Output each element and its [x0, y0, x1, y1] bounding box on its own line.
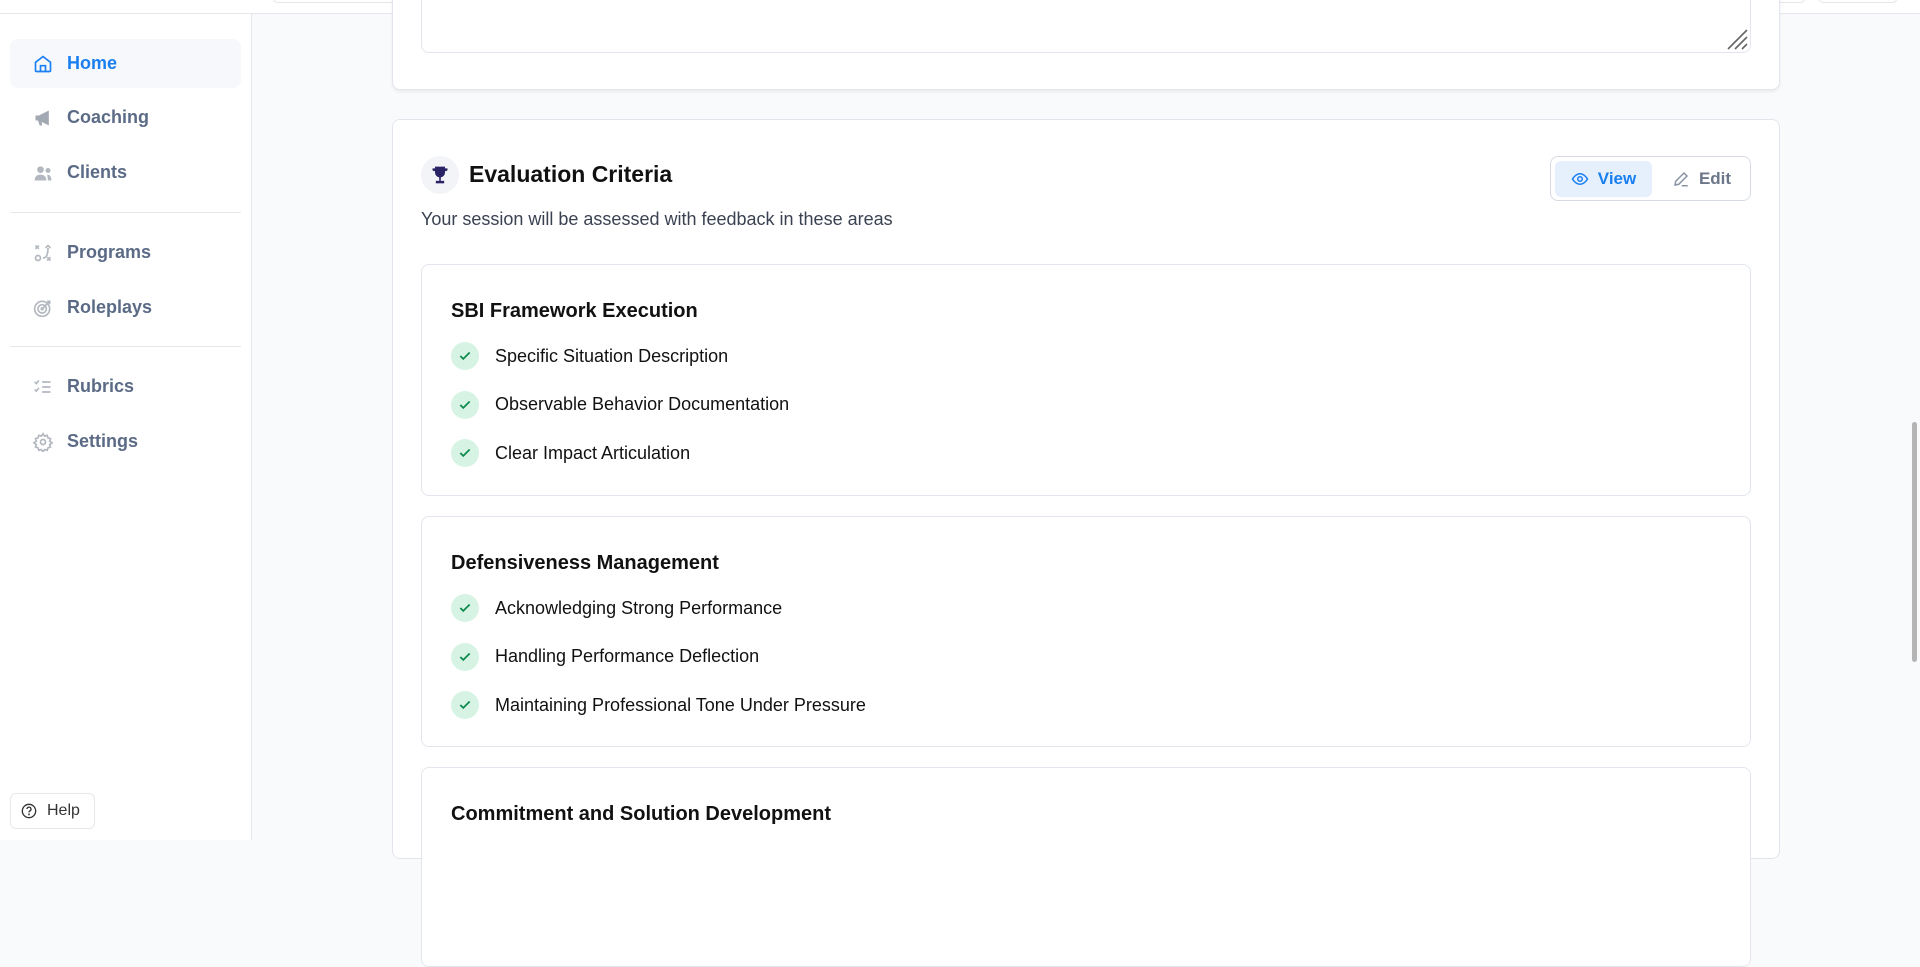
- sidebar-item-label: Coaching: [67, 107, 150, 127]
- check-icon: [451, 439, 479, 467]
- home-icon: [34, 54, 52, 72]
- sidebar-item-programs[interactable]: Programs: [10, 228, 241, 277]
- sidebar-item-label: Settings: [67, 431, 139, 451]
- criterion-card: SBI Framework Execution Specific Situatio…: [421, 264, 1751, 496]
- criterion-item: Specific Situation Description: [451, 342, 728, 370]
- criterion-item-label: Acknowledging Strong Performance: [495, 597, 783, 618]
- check-icon: [451, 342, 479, 370]
- criterion-item: Maintaining Professional Tone Under Pres…: [451, 691, 866, 719]
- check-icon: [451, 642, 479, 671]
- sidebar: Home Coaching Clients Programs Roleplays…: [0, 14, 252, 840]
- view-edit-toggle: View Edit: [1550, 156, 1751, 201]
- criterion-title: SBI Framework Execution: [451, 300, 698, 322]
- criterion-item-label: Handling Performance Deflection: [495, 646, 760, 666]
- help-button[interactable]: Help: [10, 793, 95, 829]
- sidebar-item-settings[interactable]: Settings: [10, 417, 241, 466]
- criterion-item-label: Maintaining Professional Tone Under Pres…: [495, 694, 866, 715]
- criterion-item-label: Observable Behavior Documentation: [495, 394, 790, 414]
- megaphone-icon: [35, 110, 49, 125]
- strategy-icon: [34, 243, 52, 261]
- gear-icon: [33, 431, 53, 452]
- pencil-icon: [1673, 171, 1688, 187]
- criterion-item: Acknowledging Strong Performance: [451, 594, 782, 622]
- check-icon: [451, 594, 479, 622]
- sidebar-item-label: Rubrics: [67, 376, 135, 396]
- target-icon: [33, 300, 51, 317]
- view-label: View: [1597, 169, 1637, 188]
- sidebar-item-label: Home: [67, 53, 118, 73]
- criterion-item: Handling Performance Deflection: [451, 642, 760, 671]
- eye-icon: [1571, 172, 1589, 186]
- criterion-card: Defensiveness Management Acknowledging St…: [421, 516, 1751, 747]
- sidebar-item-home[interactable]: Home: [10, 39, 241, 88]
- edit-button[interactable]: Edit: [1655, 161, 1748, 197]
- resize-handle-icon[interactable]: [1726, 28, 1748, 50]
- trophy-icon: [421, 156, 459, 194]
- users-icon: [34, 165, 52, 180]
- notes-textarea[interactable]: [421, 0, 1751, 53]
- criterion-title: Commitment and Solution Development: [451, 803, 832, 825]
- check-icon: [451, 691, 479, 719]
- criterion-item-label: Specific Situation Description: [495, 345, 729, 366]
- view-button[interactable]: View: [1555, 161, 1652, 197]
- edit-label: Edit: [1698, 169, 1732, 188]
- check-icon: [451, 390, 479, 419]
- criterion-item: Clear Impact Articulation: [451, 439, 690, 467]
- sidebar-divider: [10, 346, 241, 347]
- sidebar-divider: [10, 212, 241, 213]
- checklist-icon: [34, 379, 51, 393]
- sidebar-item-clients[interactable]: Clients: [10, 148, 241, 197]
- criterion-item-label: Clear Impact Articulation: [495, 442, 691, 463]
- help-icon: [21, 803, 37, 819]
- sidebar-item-coaching[interactable]: Coaching: [10, 93, 241, 142]
- scrollbar-thumb[interactable]: [1912, 422, 1917, 662]
- header-button[interactable]: [1818, 0, 1898, 3]
- criterion-title: Defensiveness Management: [451, 552, 719, 574]
- section-subtitle: Your session will be assessed with feedb…: [421, 209, 893, 229]
- sidebar-item-label: Clients: [67, 162, 128, 182]
- sidebar-item-roleplays[interactable]: Roleplays: [10, 283, 241, 332]
- sidebar-item-rubrics[interactable]: Rubrics: [10, 362, 241, 411]
- sidebar-item-label: Roleplays: [67, 297, 153, 317]
- help-label: Help: [47, 802, 80, 819]
- sidebar-item-label: Programs: [67, 242, 152, 262]
- criterion-item: Observable Behavior Documentation: [451, 390, 790, 419]
- section-title: Evaluation Criteria: [469, 161, 673, 187]
- criterion-card: Commitment and Solution Development: [421, 767, 1751, 967]
